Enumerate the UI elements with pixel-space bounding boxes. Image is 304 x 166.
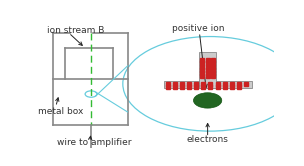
Bar: [199, 52, 216, 88]
Text: metal box: metal box: [38, 107, 83, 117]
Text: wire to amplifier: wire to amplifier: [57, 138, 132, 147]
Bar: [164, 81, 252, 88]
Text: ion stream B: ion stream B: [47, 26, 105, 35]
Text: positive ion: positive ion: [172, 24, 224, 33]
Circle shape: [193, 93, 222, 108]
Text: electrons: electrons: [187, 135, 229, 144]
